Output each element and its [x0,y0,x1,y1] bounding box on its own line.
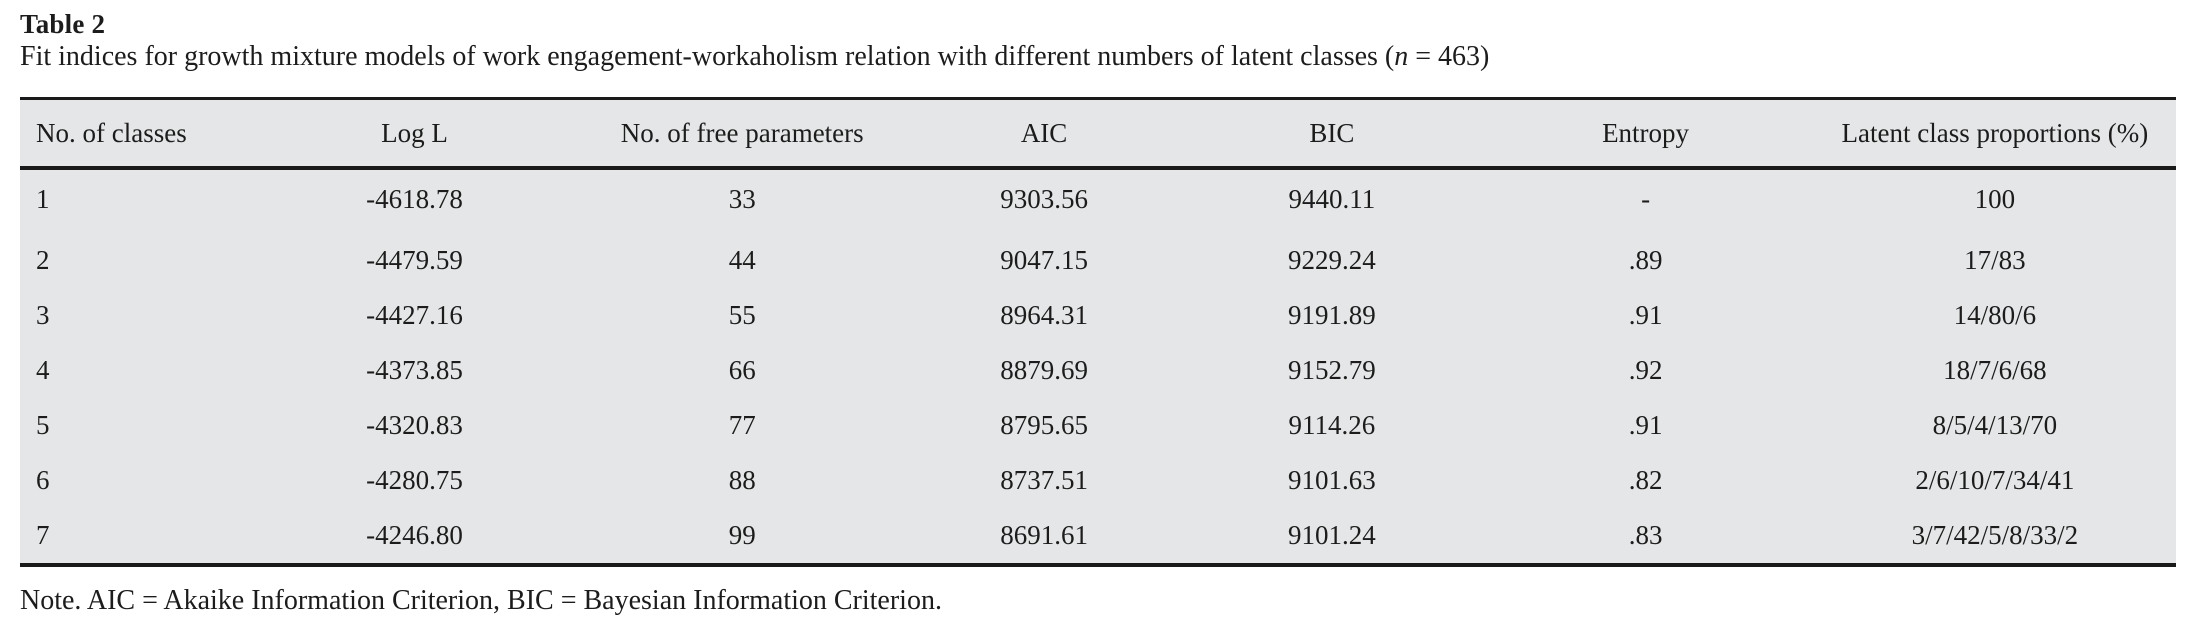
cell-latent-class-proportions: 8/5/4/13/70 [1932,410,2058,440]
cell-free-parameters: 44 [728,245,756,275]
cell-no-of-classes: 2 [36,245,50,275]
cell-aic: 9303.56 [1000,184,1088,214]
cell-log-l: -4618.78 [366,184,463,214]
caption-text-before-n: Fit indices for growth mixture models of… [20,41,1395,72]
table-label: Table 2 [20,9,106,39]
cell-entropy: .91 [1628,300,1663,330]
cell-log-l: -4246.80 [366,520,463,550]
cell-latent-class-proportions: 17/83 [1964,245,2026,275]
table-caption: Table 2 Fit indices for growth mixture m… [20,8,2176,74]
cell-entropy: .82 [1628,465,1663,495]
cell-aic: 8737.51 [1000,465,1088,495]
cell-latent-class-proportions: 14/80/6 [1953,300,2037,330]
table-body: 1 -4618.78 33 9303.56 9440.11-100 2 -4479.59 44… [20,168,2176,565]
cell-entropy: .83 [1628,520,1663,550]
cell-aic: 8964.31 [1000,300,1088,330]
cell-latent-class-proportions: 18/7/6/68 [1943,355,2047,385]
cell-free-parameters: 66 [728,355,756,385]
table-note: Note. AIC = Akaike Information Criterion… [20,585,942,616]
cell-aic: 8879.69 [1000,355,1088,385]
table-row: 6 -4280.75 88 8737.51 9101.63 .82 2/6/10/7/34/… [20,453,2176,508]
table-row: 3 -4427.16 55 8964.31 9191.89 .91 14/80/6 [20,288,2176,343]
table-row: 2 -4479.59 44 9047.15 9229.24 .89 17/83 [20,233,2176,288]
cell-log-l: -4280.75 [366,465,463,495]
cell-log-l: -4479.59 [366,245,463,275]
cell-entropy: - [1641,184,1651,214]
cell-aic: 9047.15 [1000,245,1088,275]
cell-no-of-classes: 1 [36,184,50,214]
cell-latent-class-proportions: 100 [1974,184,2016,214]
cell-bic: 9229.24 [1288,245,1376,275]
cell-bic: 9101.24 [1288,520,1376,550]
cell-entropy: .89 [1628,245,1663,275]
column-header-latent-class-proportions: Latent class proportions (%) [1813,98,2176,170]
table-row: 5 -4320.83 77 8795.65 9114.26 .91 8/5/4/13/70 [20,398,2176,453]
table-row: 7 -4246.80 99 8691.61 9101.24 .83 3/7/42/5/8/3… [20,508,2176,565]
cell-no-of-classes: 7 [36,520,50,550]
column-header-free-parameters: No. of free parameters [582,98,902,170]
column-header-log-l: Log L [246,98,583,170]
cell-log-l: -4427.16 [366,300,463,330]
cell-free-parameters: 88 [728,465,756,495]
cell-entropy: .91 [1628,410,1663,440]
cell-free-parameters: 33 [728,184,756,214]
column-header-aic: AIC [901,98,1187,170]
cell-aic: 8795.65 [1000,410,1088,440]
cell-bic: 9191.89 [1288,300,1376,330]
cell-no-of-classes: 3 [36,300,50,330]
cell-no-of-classes: 4 [36,355,50,385]
cell-free-parameters: 77 [728,410,756,440]
table-row: 4 -4373.85 66 8879.69 9152.79 .92 18/7/6/68 [20,343,2176,398]
cell-latent-class-proportions: 3/7/42/5/8/33/2 [1911,520,2079,550]
table-header-row: No. of classes Log L No. of free parameter… [20,98,2176,170]
cell-aic: 8691.61 [1000,520,1088,550]
caption-n-symbol: n [1394,41,1409,72]
column-header-no-of-classes: No. of classes [20,98,247,170]
cell-bic: 9152.79 [1288,355,1376,385]
cell-latent-class-proportions: 2/6/10/7/34/41 [1915,465,2075,495]
caption-text-after-n: = 463) [1408,41,1490,72]
table-row: 1 -4618.78 33 9303.56 9440.11 - 100 [20,168,2176,233]
cell-bic: 9101.63 [1288,465,1376,495]
cell-no-of-classes: 5 [36,410,50,440]
cell-free-parameters: 99 [728,520,756,550]
cell-no-of-classes: 6 [36,465,50,495]
cell-bic: 9114.26 [1288,410,1376,440]
cell-bic: 9440.11 [1288,184,1376,214]
table-description: Fit indices for growth mixture models of… [20,40,2176,74]
cell-entropy: .92 [1628,355,1663,385]
cell-log-l: -4320.83 [366,410,463,440]
fit-indices-table: No. of classes Log L No. of free parameter… [20,97,2176,567]
cell-log-l: -4373.85 [366,355,463,385]
column-header-entropy: Entropy [1477,98,1814,170]
cell-free-parameters: 55 [728,300,756,330]
column-header-bic: BIC [1186,98,1478,170]
